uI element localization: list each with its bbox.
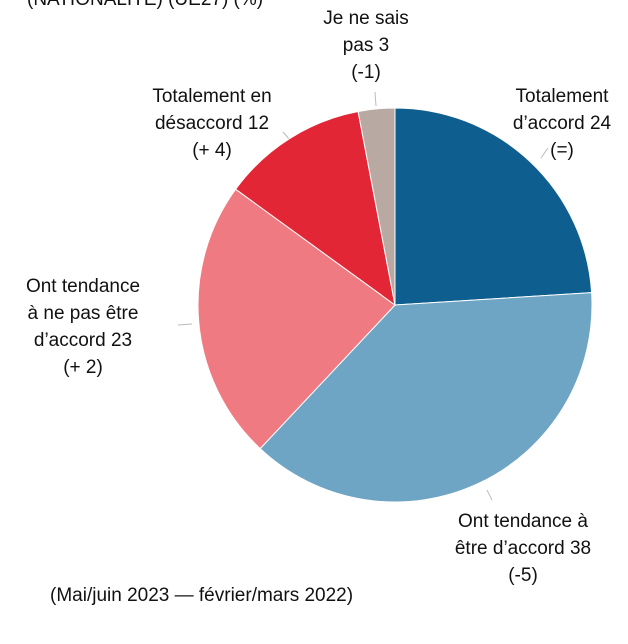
slice-label: Totalement en désaccord 12 (+ 4)	[127, 83, 297, 164]
value-label: 24	[589, 113, 612, 134]
leader	[177, 323, 193, 326]
slice-label: Ont tendance à ne pas être d’accord 23 (+…	[23, 273, 143, 381]
chart-title: (NATIONALITÉ) (UE27) (%)	[27, 0, 263, 13]
slice	[357, 107, 396, 306]
note: (Mai/juin 2023 — février/mars 2022)	[50, 585, 354, 606]
slice	[394, 107, 593, 306]
value-label: 12	[247, 113, 270, 134]
change: (+ 2)	[63, 357, 103, 378]
slice	[197, 188, 396, 450]
slice-label: Totalement d’accord 24 (=)	[492, 83, 628, 164]
leader	[374, 91, 377, 107]
change: (=)	[550, 140, 574, 161]
category: Ont tendance à ne pas être d’accord	[25, 276, 141, 351]
leader	[486, 489, 493, 501]
category: Totalement en désaccord	[152, 86, 272, 134]
slice-label: Je ne sais pas 3 (-1)	[310, 5, 422, 86]
value-label: 3	[378, 35, 390, 56]
leader	[540, 147, 549, 159]
slice-label: Ont tendance à être d’accord 38 (-5)	[452, 508, 594, 589]
category: Ont tendance à être d’accord	[454, 511, 588, 559]
value-label: 38	[569, 538, 592, 559]
category: Totalement d’accord	[512, 86, 609, 134]
slice	[234, 110, 396, 307]
change: (-1)	[351, 62, 381, 83]
value-label: 23	[110, 330, 133, 351]
slice	[259, 292, 593, 503]
change: (-5)	[508, 565, 538, 586]
category: Je ne sais pas	[323, 8, 409, 56]
change: (+ 4)	[192, 140, 232, 161]
